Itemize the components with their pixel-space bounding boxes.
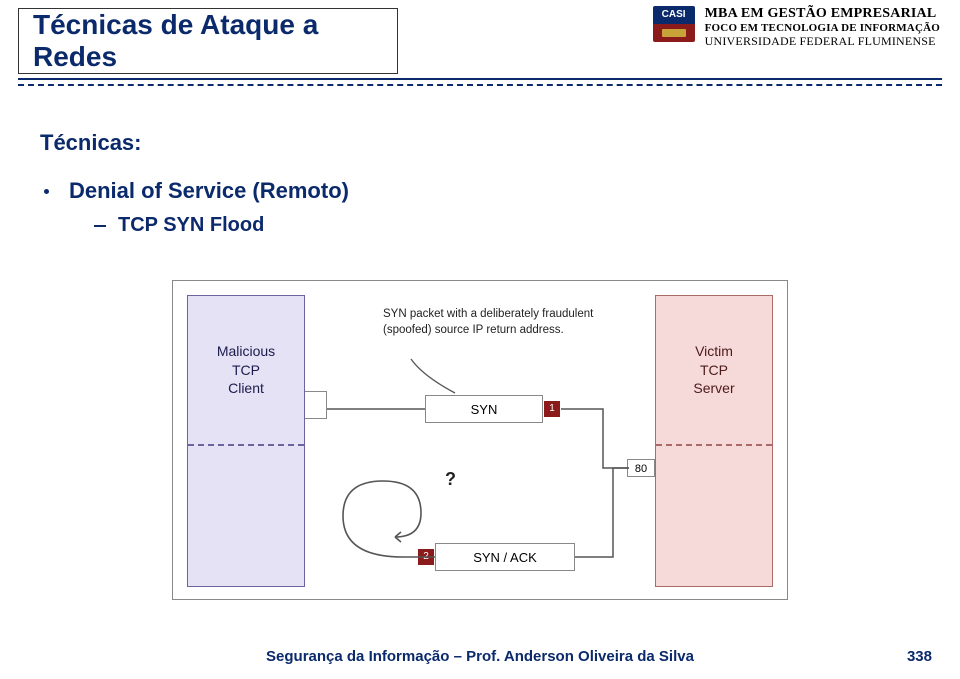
header-rule-dashed bbox=[18, 84, 942, 86]
diagram-lines bbox=[173, 281, 789, 601]
bullet-dot-icon bbox=[44, 189, 49, 194]
header-line-3: UNIVERSIDADE FEDERAL FLUMINENSE bbox=[705, 34, 940, 49]
header-text-block: MBA EM GESTÃO EMPRESARIAL FOCO EM TECNOL… bbox=[705, 6, 940, 49]
logo-text: CASI bbox=[653, 6, 695, 24]
header-rule-solid bbox=[18, 78, 942, 80]
logo-emblem bbox=[653, 24, 695, 42]
header-line-1: MBA EM GESTÃO EMPRESARIAL bbox=[705, 6, 940, 22]
page-number: 338 bbox=[907, 648, 932, 665]
page-title: Técnicas de Ataque a Redes bbox=[33, 9, 397, 73]
header-line-2: FOCO EM TECNOLOGIA DE INFORMAÇÃO bbox=[705, 22, 940, 34]
content-block: Técnicas: Denial of Service (Remoto) TCP… bbox=[40, 130, 349, 237]
footer-text: Segurança da Informação – Prof. Anderson… bbox=[0, 648, 960, 665]
sub-dash-icon bbox=[94, 225, 106, 227]
section-label: Técnicas: bbox=[40, 130, 349, 156]
sub-bullet-text: TCP SYN Flood bbox=[118, 214, 264, 237]
title-box: Técnicas de Ataque a Redes bbox=[18, 8, 398, 74]
institution-logo: CASI bbox=[653, 6, 695, 48]
bullet-row: Denial of Service (Remoto) bbox=[44, 178, 349, 204]
sub-bullet-row: TCP SYN Flood bbox=[94, 214, 349, 237]
bullet-text: Denial of Service (Remoto) bbox=[69, 178, 349, 204]
syn-flood-diagram: Malicious TCP Client Victim TCP Server 8… bbox=[172, 280, 788, 600]
header-right: CASI MBA EM GESTÃO EMPRESARIAL FOCO EM T… bbox=[653, 6, 940, 49]
